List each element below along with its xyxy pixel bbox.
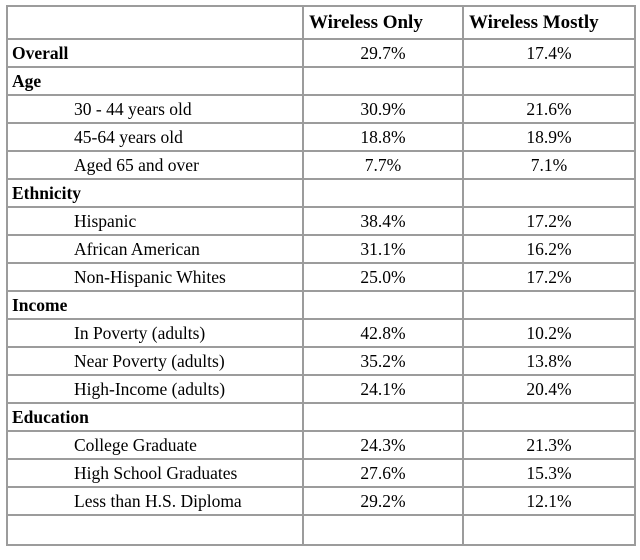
wireless-mostly-cell: 10.2% xyxy=(462,318,636,348)
table-row: Aged 65 and over 7.7% 7.1% xyxy=(6,150,636,180)
wireless-only-cell: 18.8% xyxy=(302,122,464,152)
row-label: Near Poverty (adults) xyxy=(6,346,304,376)
wireless-only-cell: 24.1% xyxy=(302,374,464,404)
wireless-mostly-cell: 7.1% xyxy=(462,150,636,180)
row-label: African American xyxy=(6,234,304,264)
wireless-only-cell: 29.7% xyxy=(302,38,464,68)
row-label: Hispanic xyxy=(6,206,304,236)
row-label xyxy=(6,514,304,546)
table-row: In Poverty (adults) 42.8% 10.2% xyxy=(6,318,636,348)
table-row: Age xyxy=(6,66,636,96)
row-label: Education xyxy=(6,402,304,432)
table-row: Less than H.S. Diploma 29.2% 12.1% xyxy=(6,486,636,516)
row-label: Aged 65 and over xyxy=(6,150,304,180)
wireless-only-cell: 7.7% xyxy=(302,150,464,180)
wireless-mostly-cell: 21.3% xyxy=(462,430,636,460)
wireless-mostly-cell xyxy=(462,290,636,320)
table-row: 45-64 years old 18.8% 18.9% xyxy=(6,122,636,152)
row-label: Income xyxy=(6,290,304,320)
wireless-mostly-cell xyxy=(462,178,636,208)
wireless-mostly-cell: 16.2% xyxy=(462,234,636,264)
row-label: Less than H.S. Diploma xyxy=(6,486,304,516)
table-row: Income xyxy=(6,290,636,320)
table-row: Education xyxy=(6,402,636,432)
wireless-only-cell xyxy=(302,402,464,432)
wireless-only-cell: 24.3% xyxy=(302,430,464,460)
wireless-mostly-cell: 17.2% xyxy=(462,262,636,292)
table-row: Near Poverty (adults) 35.2% 13.8% xyxy=(6,346,636,376)
wireless-only-cell: 27.6% xyxy=(302,458,464,488)
table-row: College Graduate 24.3% 21.3% xyxy=(6,430,636,460)
table-body: Overall 29.7% 17.4% Age 30 - 44 years old 30.… xyxy=(6,38,636,546)
header-row: Wireless Only Wireless Mostly xyxy=(6,5,636,40)
row-label: Ethnicity xyxy=(6,178,304,208)
row-label: In Poverty (adults) xyxy=(6,318,304,348)
table-row: High School Graduates 27.6% 15.3% xyxy=(6,458,636,488)
row-label: College Graduate xyxy=(6,430,304,460)
wireless-mostly-cell: 13.8% xyxy=(462,346,636,376)
wireless-mostly-cell: 20.4% xyxy=(462,374,636,404)
col-header-wireless-only: Wireless Only xyxy=(302,5,464,40)
row-label: Overall xyxy=(6,38,304,68)
table-row: Overall 29.7% 17.4% xyxy=(6,38,636,68)
row-label: High School Graduates xyxy=(6,458,304,488)
row-label: 30 - 44 years old xyxy=(6,94,304,124)
wireless-only-cell: 29.2% xyxy=(302,486,464,516)
wireless-mostly-cell xyxy=(462,514,636,546)
wireless-only-cell: 35.2% xyxy=(302,346,464,376)
wireless-only-cell xyxy=(302,290,464,320)
wireless-mostly-cell: 17.4% xyxy=(462,38,636,68)
wireless-only-cell xyxy=(302,66,464,96)
wireless-usage-table: Wireless Only Wireless Mostly Overall 29.… xyxy=(6,5,636,546)
wireless-mostly-cell xyxy=(462,66,636,96)
wireless-mostly-cell: 15.3% xyxy=(462,458,636,488)
wireless-mostly-cell: 17.2% xyxy=(462,206,636,236)
row-label: Non-Hispanic Whites xyxy=(6,262,304,292)
wireless-only-cell: 31.1% xyxy=(302,234,464,264)
row-label: Age xyxy=(6,66,304,96)
row-label: High-Income (adults) xyxy=(6,374,304,404)
wireless-only-cell: 25.0% xyxy=(302,262,464,292)
table-row xyxy=(6,514,636,546)
row-label: 45-64 years old xyxy=(6,122,304,152)
table-row: Non-Hispanic Whites 25.0% 17.2% xyxy=(6,262,636,292)
table-row: High-Income (adults) 24.1% 20.4% xyxy=(6,374,636,404)
wireless-mostly-cell: 21.6% xyxy=(462,94,636,124)
wireless-only-cell: 42.8% xyxy=(302,318,464,348)
wireless-mostly-cell: 12.1% xyxy=(462,486,636,516)
table-row: Ethnicity xyxy=(6,178,636,208)
wireless-only-cell: 38.4% xyxy=(302,206,464,236)
col-header-blank xyxy=(6,5,304,40)
table-row: African American 31.1% 16.2% xyxy=(6,234,636,264)
table-row: Hispanic 38.4% 17.2% xyxy=(6,206,636,236)
wireless-mostly-cell xyxy=(462,402,636,432)
wireless-mostly-cell: 18.9% xyxy=(462,122,636,152)
wireless-only-cell xyxy=(302,514,464,546)
table-row: 30 - 44 years old 30.9% 21.6% xyxy=(6,94,636,124)
wireless-only-cell: 30.9% xyxy=(302,94,464,124)
wireless-only-cell xyxy=(302,178,464,208)
col-header-wireless-mostly: Wireless Mostly xyxy=(462,5,636,40)
